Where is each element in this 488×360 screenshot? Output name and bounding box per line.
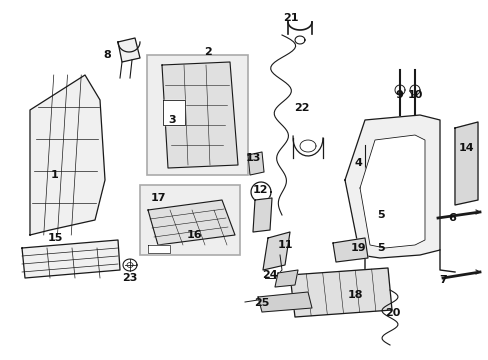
Polygon shape: [252, 198, 271, 232]
Polygon shape: [289, 268, 391, 317]
Polygon shape: [332, 238, 367, 262]
Polygon shape: [30, 75, 105, 235]
Text: 18: 18: [346, 290, 362, 300]
Polygon shape: [163, 100, 184, 125]
Text: 6: 6: [447, 213, 455, 223]
Text: 7: 7: [438, 275, 446, 285]
Text: 19: 19: [349, 243, 365, 253]
Text: 10: 10: [407, 90, 422, 100]
Text: 11: 11: [277, 240, 292, 250]
Polygon shape: [345, 115, 439, 258]
Text: 12: 12: [252, 185, 267, 195]
Text: 9: 9: [394, 90, 402, 100]
Text: 25: 25: [254, 298, 269, 308]
Polygon shape: [118, 38, 140, 62]
Polygon shape: [359, 135, 424, 248]
Text: 1: 1: [51, 170, 59, 180]
Text: 2: 2: [203, 47, 211, 57]
Polygon shape: [148, 200, 235, 245]
Text: 14: 14: [457, 143, 473, 153]
Polygon shape: [263, 232, 289, 270]
Text: 20: 20: [385, 308, 400, 318]
Text: 23: 23: [122, 273, 138, 283]
Polygon shape: [148, 245, 170, 253]
Text: 13: 13: [245, 153, 260, 163]
Bar: [140, 185, 240, 255]
Text: 17: 17: [150, 193, 165, 203]
Text: 24: 24: [262, 270, 277, 280]
Text: 5: 5: [376, 243, 384, 253]
Text: 16: 16: [187, 230, 203, 240]
Text: 4: 4: [353, 158, 361, 168]
Polygon shape: [247, 152, 264, 175]
Polygon shape: [258, 292, 311, 312]
Text: 5: 5: [376, 210, 384, 220]
Text: 22: 22: [294, 103, 309, 113]
Text: 3: 3: [168, 115, 176, 125]
Polygon shape: [162, 62, 238, 168]
Polygon shape: [22, 240, 120, 278]
Bar: [147, 55, 247, 175]
Text: 15: 15: [47, 233, 62, 243]
Text: 21: 21: [283, 13, 298, 23]
Text: 8: 8: [103, 50, 111, 60]
Polygon shape: [274, 270, 297, 287]
Polygon shape: [454, 122, 477, 205]
